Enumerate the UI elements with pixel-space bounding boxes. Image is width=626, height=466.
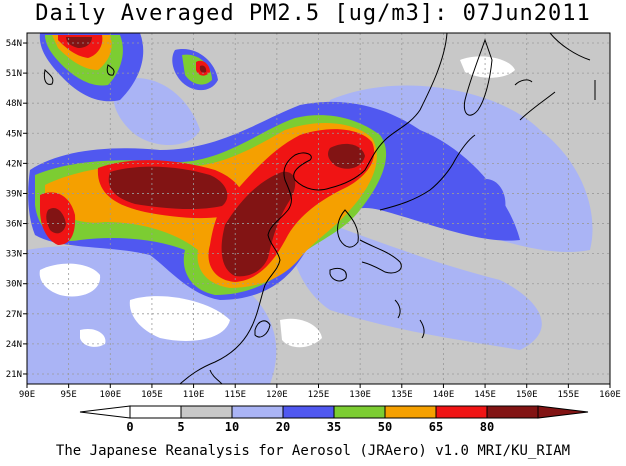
lat-tick-label: 54N [6,39,22,49]
lon-tick-label: 90E [19,390,35,400]
lon-tick-label: 115E [224,390,246,400]
colorbar-label: 0 [126,420,133,434]
lon-tick-label: 150E [516,390,538,400]
lon-tick-label: 120E [266,390,288,400]
lat-tick-label: 39N [6,189,22,199]
colorbar-label: 20 [276,420,290,434]
lat-tick-label: 42N [6,159,22,169]
colorbar-label: 80 [480,420,494,434]
lon-tick-label: 125E [308,390,330,400]
map-field [27,33,610,384]
lat-tick-label: 48N [6,99,22,109]
lat-tick-label: 36N [6,220,22,230]
lat-tick-label: 30N [6,280,22,290]
latitude-labels: 21N 24N 27N 30N 33N 36N 39N 42N 45N 48N 51N 54N [6,39,22,380]
colorbar: 0 5 10 20 35 50 65 80 [79,405,589,434]
colorbar-segment [282,405,335,419]
footer-credit: The Japanese Reanalysis for Aerosol (JRA… [55,443,571,459]
lon-tick-label: 100E [99,390,121,400]
coastlines [43,33,596,384]
colorbar-high-arrow [537,405,589,419]
lon-tick-label: 105E [141,390,163,400]
colorbar-label: 5 [177,420,184,434]
lon-tick-label: 155E [558,390,580,400]
level-0-region [39,56,515,348]
lon-tick-label: 130E [349,390,371,400]
lon-tick-label: 145E [474,390,496,400]
lon-tick-label: 140E [433,390,455,400]
colorbar-segment [180,405,233,419]
colorbar-label: 10 [225,420,239,434]
lon-tick-label: 110E [183,390,205,400]
colorbar-low-arrow [79,405,131,419]
lat-tick-label: 21N [6,370,22,380]
colorbar-label: 50 [378,420,392,434]
longitude-labels: 90E 95E 100E 105E 110E 115E 120E 125E 130E 135E 14… [19,390,621,400]
map-title: Daily Averaged PM2.5 [ug/m3]: 07Jun2011 [35,1,591,26]
lat-lon-grid [27,33,610,384]
colorbar-segment [333,405,386,419]
lat-tick-label: 27N [6,310,22,320]
colorbar-segment [486,405,539,419]
lat-tick-label: 51N [6,69,22,79]
colorbar-segment [435,405,488,419]
colorbar-label: 35 [327,420,341,434]
level-80-region [46,37,365,277]
lat-tick-label: 45N [6,129,22,139]
lat-tick-label: 33N [6,250,22,260]
lon-tick-label: 160E [599,390,621,400]
lon-tick-label: 135E [391,390,413,400]
colorbar-segment [384,405,437,419]
lat-tick-label: 24N [6,340,22,350]
colorbar-label: 65 [429,420,443,434]
colorbar-segment [129,405,182,419]
colorbar-segment [231,405,284,419]
lon-tick-label: 95E [61,390,77,400]
